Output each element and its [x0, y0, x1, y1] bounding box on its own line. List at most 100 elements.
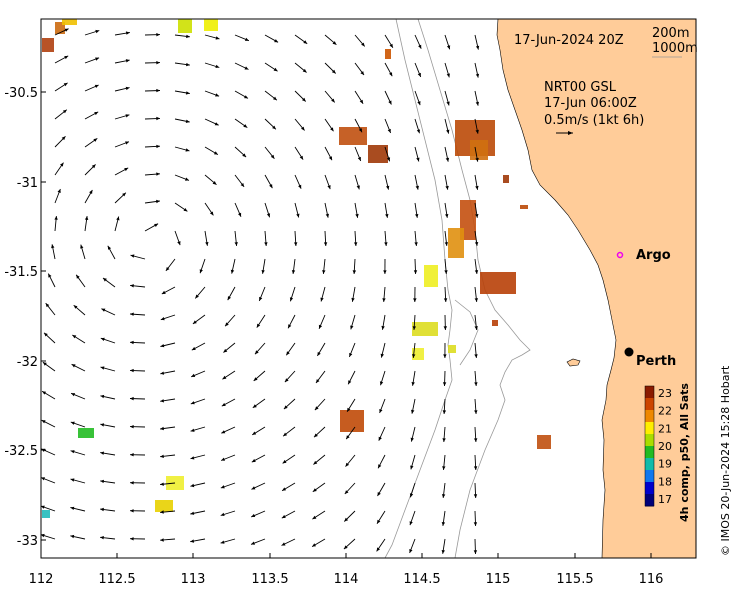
current-arrow [130, 284, 146, 288]
current-arrow [190, 482, 206, 488]
current-arrow [322, 258, 326, 274]
y-tick-label: -32.5 [4, 444, 38, 459]
current-arrow [324, 202, 329, 218]
current-arrow [264, 202, 271, 218]
current-arrow [204, 230, 209, 246]
current-arrow [54, 162, 64, 176]
current-arrow [474, 90, 479, 106]
current-arrow [84, 111, 99, 120]
current-arrow [144, 199, 160, 204]
current-arrow [264, 62, 278, 72]
credit-text: © IMOS 20-Jun-2024 15:28 Hobart [719, 365, 732, 556]
current-arrow [384, 62, 393, 77]
current-arrow [160, 314, 176, 321]
current-arrow [291, 258, 296, 274]
y-tick-label: -31 [17, 176, 38, 191]
current-arrow [313, 426, 326, 438]
colorbar-tick: 21 [658, 422, 672, 435]
current-arrow [281, 538, 296, 546]
current-arrow [42, 361, 56, 372]
current-arrow [414, 174, 419, 190]
current-arrow [348, 342, 356, 358]
current-arrow [261, 258, 266, 274]
current-arrow [160, 454, 176, 458]
current-arrow [314, 398, 326, 411]
argo-marker [616, 251, 624, 259]
current-arrow [384, 146, 391, 162]
current-arrow [294, 62, 307, 73]
current-arrow [344, 482, 356, 495]
current-arrow [381, 314, 386, 330]
current-arrow [144, 116, 161, 121]
current-arrow [377, 454, 386, 469]
x-tick-label: 114 [334, 572, 359, 587]
current-arrow [474, 118, 479, 134]
sst-patches [42, 19, 551, 518]
current-arrow [473, 510, 478, 527]
current-arrow [256, 314, 266, 328]
isobath-label-1000m: 1000m [652, 41, 698, 56]
current-arrow [54, 82, 68, 92]
current-arrow [80, 244, 86, 260]
current-arrow [474, 230, 479, 246]
current-arrow [114, 86, 130, 92]
current-arrow [114, 59, 130, 64]
colorbar-tick: 17 [658, 493, 672, 506]
perth-label: Perth [636, 354, 676, 369]
current-arrow [294, 34, 308, 45]
current-arrow [411, 398, 416, 414]
current-arrow [70, 421, 86, 428]
current-arrow [442, 426, 446, 443]
current-arrow [384, 34, 394, 49]
current-arrow [160, 538, 176, 542]
current-arrow [413, 258, 418, 275]
current-arrow [144, 172, 161, 176]
current-arrow [70, 450, 86, 456]
current-arrow [409, 510, 416, 526]
x-tick-label: 112.5 [98, 572, 135, 587]
current-arrow [474, 202, 479, 218]
current-arrow [324, 62, 337, 74]
current-arrow [165, 258, 176, 272]
current-arrow [354, 174, 360, 190]
current-arrow [234, 62, 249, 70]
current-arrow [174, 62, 190, 67]
current-arrow [345, 454, 356, 467]
current-arrow [84, 138, 98, 148]
current-arrow [102, 277, 116, 288]
rottnest-island [566, 358, 581, 367]
current-arrow [191, 342, 206, 351]
plot-frame [40, 18, 697, 559]
current-arrow [474, 398, 478, 415]
current-arrow [144, 33, 161, 37]
x-tick-label: 113 [181, 572, 206, 587]
current-arrow [283, 398, 296, 410]
current-arrow [474, 174, 479, 190]
current-arrow [174, 90, 190, 95]
current-arrow [354, 146, 362, 162]
current-arrow [54, 188, 61, 204]
current-arrow [379, 370, 386, 386]
argo-label: Argo [636, 248, 671, 263]
current-arrow [345, 426, 356, 440]
current-arrow [129, 312, 146, 316]
current-arrow [354, 90, 364, 104]
current-arrow [234, 174, 245, 188]
current-arrow [412, 314, 416, 331]
current-arrow [384, 230, 388, 247]
current-arrow [294, 90, 307, 102]
current-arrow [129, 340, 146, 345]
current-arrow [380, 342, 386, 358]
current-arrow [318, 314, 326, 329]
colorbar-tick: 18 [658, 475, 672, 488]
current-arrow [444, 174, 449, 190]
current-arrow [383, 258, 387, 275]
current-arrow [191, 370, 206, 378]
current-arrow [190, 426, 206, 432]
colorbar-tick: 22 [658, 405, 672, 418]
current-arrow [84, 57, 100, 64]
current-arrow [442, 398, 447, 415]
current-arrow [444, 34, 451, 50]
current-arrow [474, 286, 478, 302]
current-arrow [444, 118, 450, 134]
